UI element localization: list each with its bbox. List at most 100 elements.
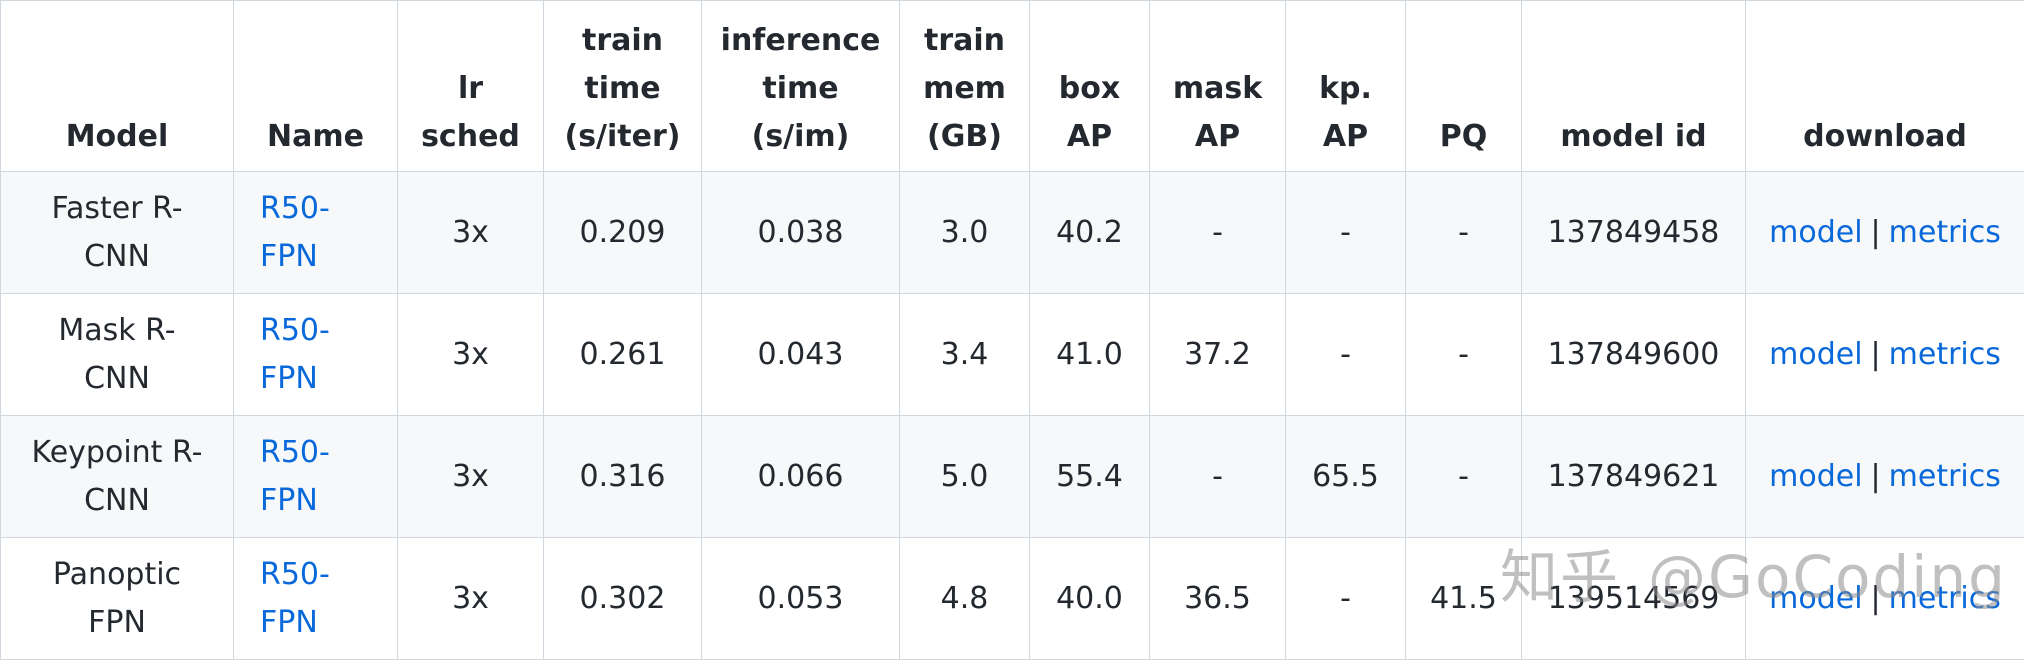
box-ap-cell: 40.2 <box>1029 171 1150 294</box>
column-header: box AP <box>1029 0 1150 172</box>
pq-cell: - <box>1405 415 1522 538</box>
model-id-cell: 137849458 <box>1521 171 1746 294</box>
column-header-line: (s/iter) <box>564 119 681 154</box>
lr-sched-cell: 3x <box>397 537 544 660</box>
model-name-line: Keypoint R- <box>31 434 203 470</box>
pq-cell: 41.5 <box>1405 537 1522 660</box>
model-id-cell: 137849600 <box>1521 293 1746 416</box>
table-row: Keypoint R- CNN R50- FPN 3x 0.316 0.066 5.0 55.4… <box>0 415 2024 538</box>
train-mem-cell: 5.0 <box>899 415 1030 538</box>
column-header: Model <box>0 0 234 172</box>
backbone-link-line: FPN <box>260 482 318 518</box>
download-cell: model | metrics <box>1745 171 2024 294</box>
column-header-line: sched <box>421 119 520 154</box>
download-separator: | <box>1870 214 1881 250</box>
header-row: Model Name lr sched train time (s/iter) inferen… <box>0 0 2024 172</box>
train-mem-cell: 4.8 <box>899 537 1030 660</box>
metrics-download-link[interactable]: metrics <box>1888 214 2001 250</box>
backbone-link-line: R50- <box>260 312 330 348</box>
metrics-download-link[interactable]: metrics <box>1888 336 2001 372</box>
inference-time-cell: 0.038 <box>701 171 900 294</box>
download-separator: | <box>1870 458 1881 494</box>
lr-sched-cell: 3x <box>397 171 544 294</box>
download-cell: model | metrics <box>1745 537 2024 660</box>
column-header-line: model id <box>1560 119 1707 154</box>
download-cell: model | metrics <box>1745 293 2024 416</box>
column-header-line: kp. <box>1319 71 1372 106</box>
backbone-link-line: FPN <box>260 604 318 640</box>
train-time-cell: 0.316 <box>543 415 702 538</box>
backbone-link[interactable]: R50- FPN <box>260 429 389 525</box>
inference-time-cell: 0.053 <box>701 537 900 660</box>
model-download-link[interactable]: model <box>1769 580 1863 616</box>
model-name-line: CNN <box>84 238 150 274</box>
column-header: lr sched <box>397 0 544 172</box>
inference-time-cell: 0.066 <box>701 415 900 538</box>
name-cell: R50- FPN <box>233 415 398 538</box>
download-separator: | <box>1870 336 1881 372</box>
column-header: model id <box>1521 0 1746 172</box>
backbone-link[interactable]: R50- FPN <box>260 307 389 403</box>
model-name-line: CNN <box>84 482 150 518</box>
train-mem-cell: 3.4 <box>899 293 1030 416</box>
table-row: Faster R- CNN R50- FPN 3x 0.209 0.038 3.0 40.2- -… <box>0 171 2024 294</box>
table-row: Panoptic FPN R50- FPN 3x 0.302 0.053 4.8 40.0 36.… <box>0 537 2024 660</box>
model-cell: Mask R- CNN <box>0 293 234 416</box>
column-header: train mem (GB) <box>899 0 1030 172</box>
name-cell: R50- FPN <box>233 171 398 294</box>
column-header-line: PQ <box>1439 119 1488 154</box>
lr-sched-cell: 3x <box>397 293 544 416</box>
column-header-line: time <box>762 71 839 106</box>
inference-time-cell: 0.043 <box>701 293 900 416</box>
model-name-line: Panoptic <box>52 556 182 592</box>
model-download-link[interactable]: model <box>1769 336 1863 372</box>
column-header: Name <box>233 0 398 172</box>
model-download-link[interactable]: model <box>1769 458 1863 494</box>
kp-ap-cell: - <box>1285 171 1406 294</box>
train-mem-cell: 3.0 <box>899 171 1030 294</box>
metrics-download-link[interactable]: metrics <box>1888 580 2001 616</box>
model-name-line: Faster R- <box>51 190 183 226</box>
model-download-link[interactable]: model <box>1769 214 1863 250</box>
column-header: mask AP <box>1149 0 1286 172</box>
backbone-link-line: FPN <box>260 238 318 274</box>
kp-ap-cell: - <box>1285 537 1406 660</box>
model-id-cell: 139514569 <box>1521 537 1746 660</box>
download-separator: | <box>1870 580 1881 616</box>
name-cell: R50- FPN <box>233 293 398 416</box>
column-header-line: Name <box>267 119 364 154</box>
pq-cell: - <box>1405 293 1522 416</box>
backbone-link-line: R50- <box>260 190 330 226</box>
mask-ap-cell: - <box>1149 171 1286 294</box>
box-ap-cell: 55.4 <box>1029 415 1150 538</box>
column-header-line: time <box>584 71 661 106</box>
column-header: train time (s/iter) <box>543 0 702 172</box>
mask-ap-cell: 36.5 <box>1149 537 1286 660</box>
column-header-line: train <box>581 23 664 58</box>
download-cell: model | metrics <box>1745 415 2024 538</box>
backbone-link[interactable]: R50- FPN <box>260 551 389 647</box>
table-body: Faster R- CNN R50- FPN 3x 0.209 0.038 3.0 40.2- -… <box>0 171 2024 660</box>
lr-sched-cell: 3x <box>397 415 544 538</box>
metrics-download-link[interactable]: metrics <box>1888 458 2001 494</box>
name-cell: R50- FPN <box>233 537 398 660</box>
column-header-line: train <box>923 23 1006 58</box>
model-cell: Faster R- CNN <box>0 171 234 294</box>
backbone-link-line: R50- <box>260 556 330 592</box>
model-cell: Keypoint R- CNN <box>0 415 234 538</box>
train-time-cell: 0.302 <box>543 537 702 660</box>
kp-ap-cell: - <box>1285 293 1406 416</box>
mask-ap-cell: 37.2 <box>1149 293 1286 416</box>
pq-cell: - <box>1405 171 1522 294</box>
column-header-line: AP <box>1066 119 1113 154</box>
box-ap-cell: 40.0 <box>1029 537 1150 660</box>
column-header-line: inference <box>720 23 881 58</box>
column-header-line: AP <box>1194 119 1241 154</box>
train-time-cell: 0.209 <box>543 171 702 294</box>
backbone-link-line: FPN <box>260 360 318 396</box>
model-name-line: Mask R- <box>58 312 176 348</box>
backbone-link-line: R50- <box>260 434 330 470</box>
model-id-cell: 137849621 <box>1521 415 1746 538</box>
backbone-link[interactable]: R50- FPN <box>260 185 389 281</box>
